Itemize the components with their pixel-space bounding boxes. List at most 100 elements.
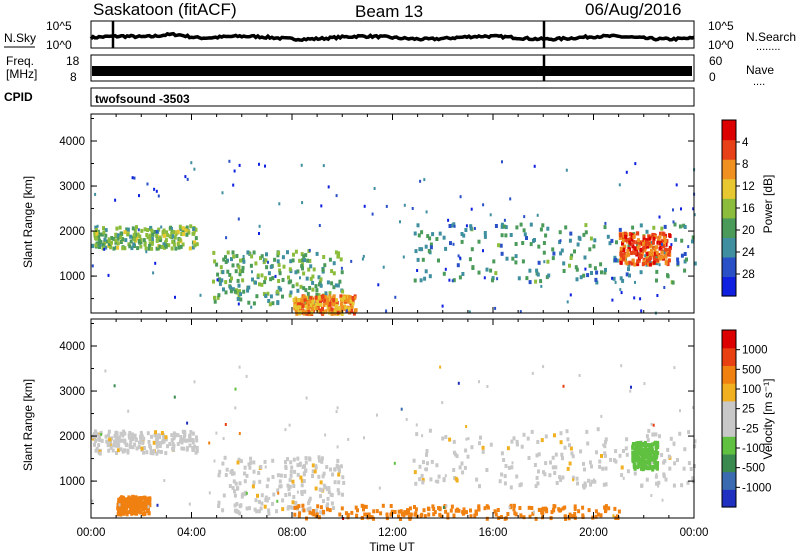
colorbar-tick-label: 4 (742, 137, 749, 149)
velocity-cell (186, 421, 189, 425)
power-cell (340, 312, 344, 316)
nave-tick-top: 60 (709, 54, 723, 68)
power-cell (438, 231, 442, 236)
power-cell (627, 247, 631, 251)
power-cell (301, 298, 304, 303)
velocity-cell (337, 491, 341, 496)
power-cell (645, 255, 649, 260)
power-cell (477, 270, 481, 275)
power-cell (333, 309, 337, 314)
velocity-cell (598, 459, 602, 464)
velocity-cell (469, 514, 473, 519)
velocity-cell (477, 507, 481, 512)
velocity-cell (589, 482, 593, 487)
velocity-cell (502, 458, 506, 462)
velocity-cell (656, 461, 660, 465)
power-cell (129, 239, 133, 244)
power-cell (664, 242, 668, 247)
power-cell (258, 232, 260, 235)
velocity-cell (552, 508, 556, 513)
velocity-cell (155, 440, 159, 444)
power-panel-frame (90, 113, 695, 314)
velocity-cell (195, 446, 199, 450)
velocity-cell (139, 501, 143, 506)
power-cell (311, 299, 315, 304)
power-cell (298, 305, 302, 310)
velocity-cell (376, 413, 378, 417)
velocity-cell (157, 441, 161, 446)
power-cell (137, 228, 140, 232)
velocity-cell (142, 436, 146, 441)
power-cell (584, 267, 587, 271)
power-cell (150, 228, 154, 233)
velocity-cell (133, 433, 137, 438)
power-cell (327, 185, 330, 189)
power-cell (633, 296, 636, 300)
power-cell (636, 242, 639, 247)
velocity-cell (147, 505, 150, 509)
power-cell (94, 228, 98, 232)
power-cell (575, 267, 579, 272)
y-tick-label: 2000 (59, 431, 85, 443)
power-cell (345, 309, 348, 313)
velocity-cell (424, 467, 427, 471)
velocity-cell (590, 464, 593, 469)
velocity-cell (161, 440, 164, 445)
power-cell (241, 278, 245, 283)
velocity-cell (238, 432, 241, 435)
velocity-cell (422, 460, 425, 465)
power-cell (124, 238, 128, 243)
velocity-cell (338, 469, 341, 473)
power-cell (323, 298, 327, 303)
velocity-cell (286, 457, 289, 462)
power-cell (644, 242, 648, 247)
velocity-cell (452, 513, 456, 518)
power-cell (628, 273, 631, 278)
power-cell (299, 276, 301, 280)
velocity-cell (654, 463, 658, 468)
velocity-cell (421, 480, 425, 485)
power-cell (314, 284, 318, 289)
power-cell (148, 233, 152, 238)
power-cell (308, 258, 312, 263)
x-tick-label: 20:00 (579, 527, 608, 539)
power-cell (276, 259, 280, 264)
velocity-cell (168, 442, 172, 446)
power-cell (271, 276, 275, 281)
velocity-cell (534, 484, 538, 489)
velocity-cell (678, 431, 682, 436)
velocity-cell (233, 503, 237, 508)
power-cell (332, 285, 336, 290)
date-label: 06/Aug/2016 (585, 0, 681, 19)
velocity-cell (559, 431, 563, 436)
power-cell (267, 260, 269, 264)
power-cell (318, 282, 321, 287)
power-cell (593, 238, 597, 243)
power-cell (164, 238, 168, 243)
velocity-cell (120, 510, 124, 515)
velocity-cell (537, 469, 540, 474)
power-cell (590, 271, 593, 275)
velocity-cell (503, 516, 507, 521)
velocity-cell (302, 508, 306, 513)
power-cell (294, 249, 298, 254)
velocity-cell (122, 507, 126, 512)
power-ylabel: Slant Range [km] (21, 176, 35, 268)
velocity-cell (686, 480, 690, 485)
velocity-cell (644, 460, 648, 465)
power-cell (147, 246, 151, 251)
velocity-cell (121, 499, 125, 504)
power-cell (276, 253, 280, 258)
velocity-cell (222, 437, 225, 440)
velocity-cell (322, 471, 326, 476)
velocity-cell (638, 450, 642, 455)
velocity-cell (441, 401, 444, 405)
power-cell (304, 288, 308, 293)
power-cell (189, 224, 193, 229)
power-cell (335, 194, 338, 198)
power-cell (462, 233, 466, 238)
power-cell (264, 294, 268, 298)
velocity-cell (598, 464, 602, 469)
power-cell (660, 255, 664, 260)
